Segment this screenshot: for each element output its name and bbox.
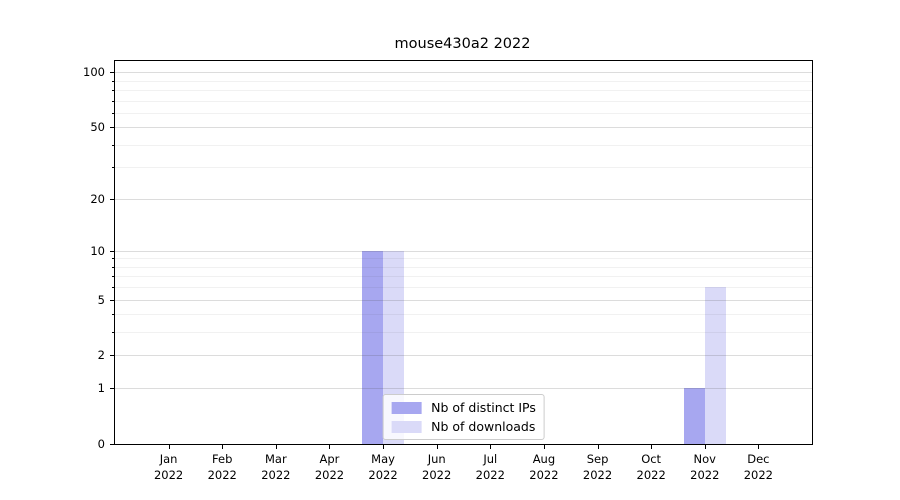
y-tick-label: 5	[97, 292, 105, 307]
x-tick-mark	[651, 445, 653, 449]
gridline-minor	[115, 112, 812, 114]
x-tick-mark	[275, 445, 277, 449]
y-tick-label: 100	[83, 65, 105, 80]
x-tick-label: Feb 2022	[207, 452, 237, 482]
legend-row: Nb of distinct IPs	[391, 400, 536, 415]
gridline-major	[115, 250, 812, 252]
y-tick-mark-minor	[112, 266, 114, 268]
legend-label: Nb of downloads	[431, 419, 536, 434]
gridline-major	[115, 355, 812, 357]
gridline-minor	[115, 167, 812, 169]
legend: Nb of distinct IPs Nb of downloads	[382, 394, 545, 440]
y-tick-mark-minor	[112, 314, 114, 316]
x-tick-label: Sep 2022	[582, 452, 613, 482]
x-tick-mark	[329, 445, 331, 449]
gridline-minor	[115, 332, 812, 334]
x-tick-label: Mar 2022	[261, 452, 291, 482]
gridline-major	[115, 127, 812, 129]
gridline-minor	[115, 266, 812, 268]
x-tick-mark	[436, 445, 438, 449]
x-tick-mark	[222, 445, 224, 449]
x-tick-mark	[383, 445, 385, 449]
x-tick-label: Jan 2022	[153, 452, 184, 482]
gridline-major	[115, 388, 812, 390]
x-tick-label: Jul 2022	[475, 452, 505, 482]
y-tick-label: 1	[97, 381, 105, 396]
y-tick-mark	[110, 250, 114, 252]
x-tick-label: Dec 2022	[743, 452, 774, 482]
y-tick-mark-minor	[112, 287, 114, 289]
x-tick-mark	[758, 445, 760, 449]
y-tick-mark	[110, 72, 114, 74]
y-tick-mark-minor	[112, 332, 114, 334]
x-tick-mark	[490, 445, 492, 449]
y-tick-mark-minor	[112, 100, 114, 102]
y-tick-mark	[110, 299, 114, 301]
x-tick-label: Oct 2022	[636, 452, 666, 482]
bar-distinct-ips	[362, 250, 384, 444]
y-tick-mark-minor	[112, 89, 114, 91]
y-tick-label: 2	[97, 348, 105, 363]
gridline-minor	[115, 276, 812, 278]
legend-swatch	[391, 401, 422, 414]
gridline-minor	[115, 287, 812, 289]
y-tick-mark	[110, 355, 114, 357]
x-tick-label: Jun 2022	[422, 452, 452, 482]
y-tick-label: 20	[90, 191, 105, 206]
y-tick-mark	[110, 198, 114, 200]
y-tick-mark-minor	[112, 276, 114, 278]
gridline-major	[115, 198, 812, 200]
x-tick-mark	[704, 445, 706, 449]
x-tick-label: Nov 2022	[690, 452, 720, 482]
y-tick-mark-minor	[112, 112, 114, 114]
y-tick-label: 0	[97, 437, 105, 451]
y-tick-mark	[110, 388, 114, 390]
gridline-minor	[115, 89, 812, 91]
y-tick-mark-minor	[112, 258, 114, 260]
gridline-minor	[115, 314, 812, 316]
y-tick-mark	[110, 444, 114, 445]
gridline-minor	[115, 144, 812, 146]
x-tick-label: Aug 2022	[529, 452, 559, 482]
y-tick-label: 50	[90, 120, 105, 135]
y-tick-mark-minor	[112, 80, 114, 82]
bar-downloads	[704, 287, 726, 444]
gridline-minor	[115, 258, 812, 260]
legend-label: Nb of distinct IPs	[431, 400, 536, 415]
gridline-minor	[115, 80, 812, 82]
x-tick-mark	[543, 445, 545, 449]
x-tick-label: Apr 2022	[314, 452, 345, 482]
gridline-minor	[115, 100, 812, 102]
y-tick-mark	[110, 127, 114, 129]
plot-area: Nb of distinct IPs Nb of downloads 0 1 2 5 1…	[83, 60, 813, 482]
legend-swatch	[391, 420, 422, 433]
x-tick-mark	[168, 445, 170, 449]
y-tick-label: 10	[90, 243, 105, 258]
y-tick-mark-minor	[112, 144, 114, 146]
bar-distinct-ips	[683, 388, 705, 444]
x-tick-mark	[597, 445, 599, 449]
x-tick-label: May 2022	[368, 452, 398, 482]
legend-row: Nb of downloads	[391, 419, 536, 434]
gridline-major	[115, 299, 812, 301]
y-tick-mark-minor	[112, 167, 114, 169]
chart-title: mouse430a2 2022	[394, 36, 531, 52]
gridline-major	[115, 72, 812, 74]
